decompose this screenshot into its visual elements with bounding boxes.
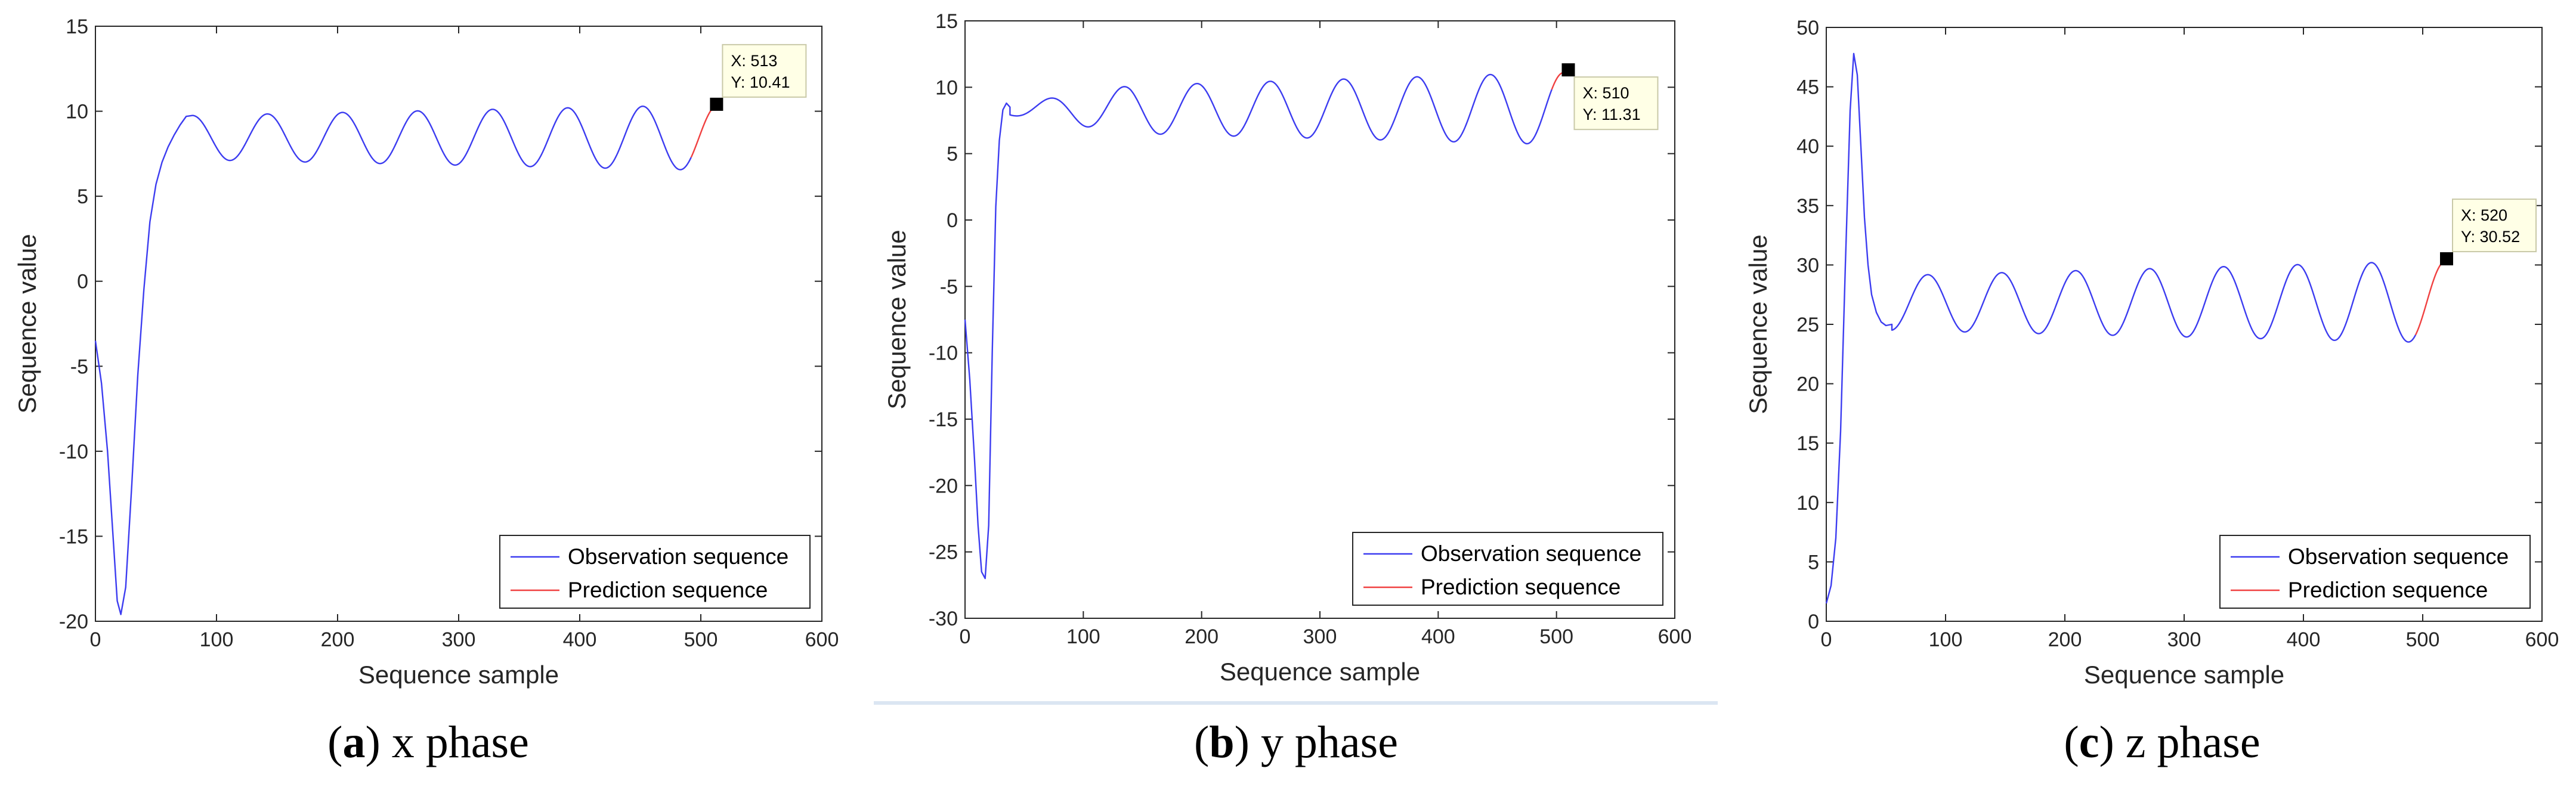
y-tick-label: 30 bbox=[1796, 254, 1819, 277]
axes-box bbox=[1826, 27, 2543, 622]
y-tick-label: 15 bbox=[935, 10, 958, 33]
chart-panel-b: 0 100 200 300 400 500 600 -30 -25 -20 -15 -10 -5 0 5 10… bbox=[883, 10, 1691, 767]
datatip-box bbox=[722, 44, 807, 98]
y-tick-label: 10 bbox=[1796, 492, 1819, 515]
legend: Observation sequence Prediction sequence bbox=[1352, 532, 1663, 606]
datatip-box bbox=[2452, 199, 2537, 253]
panel-caption: (c) z phase bbox=[2064, 717, 2260, 767]
x-tick-label: 300 bbox=[442, 628, 476, 651]
y-axis-label: Sequence value bbox=[13, 234, 41, 413]
series-line-observation bbox=[964, 73, 1553, 580]
y-tick-label: -10 bbox=[59, 441, 88, 463]
y-tick-label: 20 bbox=[1796, 373, 1819, 396]
legend-entry: Observation sequence bbox=[568, 544, 788, 569]
x-tick-label: 300 bbox=[2167, 628, 2201, 651]
y-axis-label: Sequence value bbox=[1744, 234, 1772, 414]
x-tick-label: 400 bbox=[1421, 625, 1455, 648]
y-tick-label: 10 bbox=[935, 76, 958, 99]
y-axis-label: Sequence value bbox=[883, 230, 911, 409]
y-tick-label: -15 bbox=[929, 408, 958, 431]
y-tick-label: 15 bbox=[1796, 432, 1819, 455]
datatip-y: Y: 30.52 bbox=[2461, 228, 2520, 246]
legend-entry: Prediction sequence bbox=[1421, 575, 1621, 599]
legend-box bbox=[1352, 532, 1663, 606]
panel-caption: (a) x phase bbox=[327, 717, 529, 767]
axes-box bbox=[964, 20, 1675, 619]
datatip-x: X: 520 bbox=[2461, 206, 2507, 224]
y-tick-label: -20 bbox=[929, 475, 958, 497]
datatip-marker[interactable] bbox=[2440, 252, 2453, 266]
datatip-x: X: 510 bbox=[1583, 84, 1629, 102]
x-tick-label: 500 bbox=[1539, 625, 1573, 648]
x-tick-label: 300 bbox=[1303, 625, 1337, 648]
legend-entry: Observation sequence bbox=[1421, 541, 1641, 566]
y-tick-label: 35 bbox=[1796, 195, 1819, 218]
y-tick-label: 5 bbox=[947, 143, 958, 166]
series-line-observation bbox=[94, 106, 692, 615]
y-tick-label: -5 bbox=[70, 355, 88, 378]
series-line-observation bbox=[1825, 52, 2417, 604]
y-tick-label: 0 bbox=[947, 209, 958, 232]
x-tick-label: 0 bbox=[960, 625, 971, 648]
datatip-y: Y: 10.41 bbox=[731, 73, 790, 91]
x-tick-label: 400 bbox=[2287, 628, 2321, 651]
y-tick-label: 25 bbox=[1796, 314, 1819, 336]
legend-box bbox=[2219, 535, 2531, 609]
datatip-box bbox=[1573, 76, 1659, 131]
x-tick-label: 500 bbox=[2406, 628, 2440, 651]
y-tick-label: 45 bbox=[1796, 76, 1819, 99]
x-axis-label: Sequence sample bbox=[1220, 658, 1420, 686]
y-tick-label: 5 bbox=[77, 185, 88, 208]
x-tick-label: 200 bbox=[321, 628, 355, 651]
y-tick-label: -25 bbox=[929, 541, 958, 564]
x-tick-label: 100 bbox=[1066, 625, 1100, 648]
x-tick-label: 400 bbox=[563, 628, 597, 651]
legend-entry: Prediction sequence bbox=[568, 578, 768, 602]
legend: Observation sequence Prediction sequence bbox=[499, 535, 811, 609]
x-tick-label: 100 bbox=[200, 628, 234, 651]
x-axis-label: Sequence sample bbox=[2084, 661, 2284, 689]
x-axis-label: Sequence sample bbox=[358, 661, 559, 689]
datatip-y: Y: 11.31 bbox=[1583, 106, 1641, 123]
y-tick-label: -10 bbox=[929, 342, 958, 365]
legend-entry: Prediction sequence bbox=[2288, 578, 2488, 602]
y-tick-label: 0 bbox=[77, 271, 88, 293]
axes-box bbox=[95, 26, 822, 622]
y-tick-label: -15 bbox=[59, 525, 88, 548]
y-tick-label: 50 bbox=[1796, 17, 1819, 39]
y-tick-label: -30 bbox=[929, 608, 958, 630]
y-tick-label: 0 bbox=[1808, 611, 1819, 633]
x-tick-label: 600 bbox=[2525, 628, 2559, 651]
datatip-x: X: 513 bbox=[731, 52, 777, 70]
panel-separator bbox=[874, 701, 1718, 705]
x-tick-label: 0 bbox=[1821, 628, 1832, 651]
x-tick-label: 600 bbox=[1658, 625, 1692, 648]
x-tick-label: 200 bbox=[2048, 628, 2082, 651]
legend-entry: Observation sequence bbox=[2288, 544, 2509, 569]
x-tick-label: 600 bbox=[805, 628, 839, 651]
datatip-marker[interactable] bbox=[710, 97, 723, 111]
x-tick-label: 100 bbox=[1929, 628, 1963, 651]
x-tick-label: 0 bbox=[90, 628, 101, 651]
y-tick-label: -5 bbox=[940, 275, 958, 298]
x-tick-label: 500 bbox=[684, 628, 718, 651]
y-tick-label: 15 bbox=[66, 16, 88, 38]
legend: Observation sequence Prediction sequence bbox=[2219, 535, 2531, 609]
x-tick-label: 200 bbox=[1185, 625, 1219, 648]
y-tick-label: -20 bbox=[59, 611, 88, 633]
y-tick-label: 40 bbox=[1796, 135, 1819, 158]
panel-caption: (b) y phase bbox=[1194, 717, 1398, 767]
chart-panel-c: 0 100 200 300 400 500 600 0 5 10 15 20 25 30 35 40 45 50 S… bbox=[1744, 17, 2559, 767]
y-tick-label: 10 bbox=[66, 101, 88, 123]
legend-box bbox=[499, 535, 811, 609]
y-tick-label: 5 bbox=[1808, 551, 1819, 574]
chart-panel-a: 0 100 200 300 400 500 600 -20 -15 -10 -5 0 5 10 15 Sequ… bbox=[13, 16, 839, 767]
datatip-marker[interactable] bbox=[1561, 63, 1575, 77]
